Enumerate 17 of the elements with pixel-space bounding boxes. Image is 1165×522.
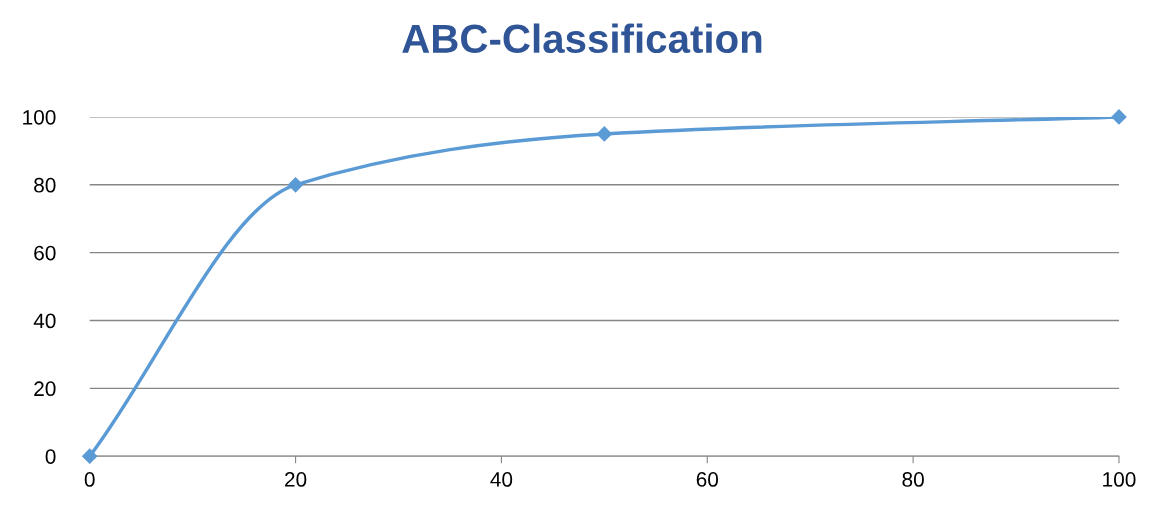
x-tick-label: 60 [696,472,719,487]
point [82,448,98,464]
y-tick-label: 60 [34,245,56,261]
x-tick-label: 40 [490,472,513,487]
chart-title: ABC-Classification [402,23,762,54]
point [596,126,612,142]
point [287,177,304,193]
y-tick-label: 20 [34,381,56,397]
y-tick-label: 80 [34,177,56,193]
x-tick-label: 80 [902,472,924,487]
y-tick-label: 40 [33,313,56,329]
y-tick-label: 100 [23,109,56,125]
x-tick-label: 0 [84,472,95,487]
y-tick-label: 0 [45,449,56,464]
x-tick-label: 20 [285,472,307,487]
point [1111,109,1127,125]
x-tick-label: 100 [1103,472,1136,487]
